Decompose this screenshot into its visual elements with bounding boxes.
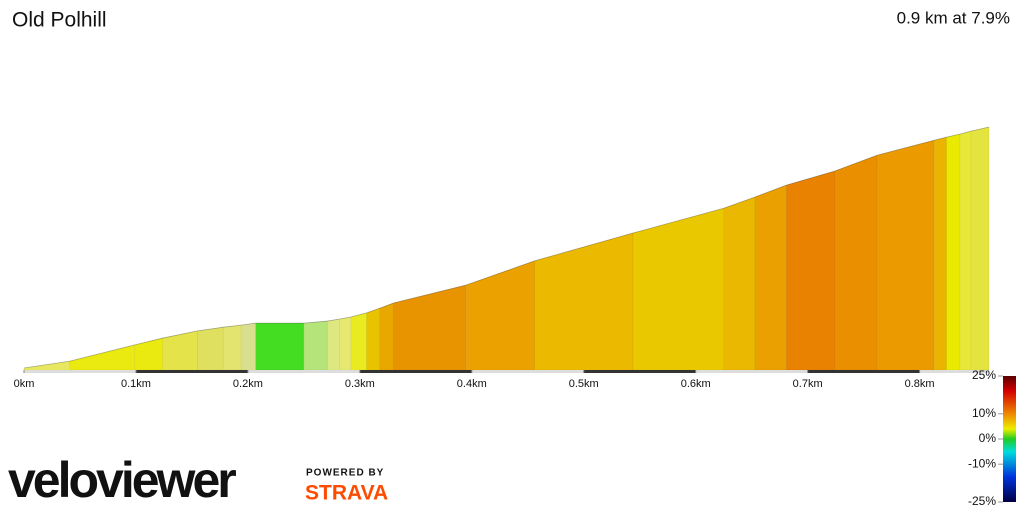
gradient-segment	[933, 136, 947, 371]
logo-velo: veloviewer	[8, 452, 236, 508]
gradient-segment	[723, 196, 756, 371]
gradient-segment	[339, 316, 352, 371]
x-axis-stripe	[359, 370, 472, 373]
x-tick-label: 0.5km	[569, 378, 599, 390]
gradient-segment	[632, 207, 724, 371]
gradient-segment	[379, 302, 394, 371]
gradient-segment	[876, 139, 935, 371]
x-tick-label: 0.8km	[905, 378, 935, 390]
gradient-segment	[834, 154, 878, 371]
gradient-segment	[197, 326, 224, 371]
x-axis-stripe	[583, 370, 696, 373]
x-tick-label: 0.1km	[121, 378, 151, 390]
gradient-segment	[959, 130, 972, 371]
gradient-segment	[240, 322, 257, 371]
gradient-scale-label: -10%	[968, 456, 996, 470]
profile-line	[23, 126, 990, 369]
x-tick-label: 0.7km	[793, 378, 823, 390]
x-axis-bar	[24, 370, 989, 373]
x-tick-label: 0.4km	[457, 378, 487, 390]
strava-logo: STRAVA	[305, 482, 388, 505]
x-tick-label: 0.6km	[681, 378, 711, 390]
gradient-segment	[134, 337, 164, 371]
gradient-segment	[754, 184, 787, 371]
gradient-segment	[534, 232, 634, 371]
gradient-scale-bar	[1003, 376, 1016, 502]
gradient-segment	[69, 344, 136, 371]
x-tick-label: 0km	[14, 378, 35, 390]
x-axis-stripe	[135, 370, 248, 373]
gradient-segment	[465, 260, 535, 371]
gradient-segment	[327, 318, 340, 371]
x-axis-stripe	[807, 370, 920, 373]
gradient-segment	[393, 284, 467, 371]
gradient-segment	[350, 312, 367, 371]
gradient-segment	[970, 126, 990, 371]
gradient-segment	[222, 324, 242, 371]
gradient-segment	[255, 322, 305, 371]
powered-by: POWERED BY	[306, 468, 384, 479]
x-tick-label: 0.2km	[233, 378, 263, 390]
summary: 0.9 km at 7.9%	[897, 8, 1010, 27]
gradient-scale-label: -25%	[968, 494, 996, 508]
x-tick-label: 0.3km	[345, 378, 375, 390]
gradient-segment	[786, 170, 835, 371]
gradient-scale-label: 10%	[972, 406, 996, 420]
gradient-segment	[946, 133, 961, 371]
chart-title: Old Polhill	[12, 9, 107, 32]
gradient-scale-label: 0%	[979, 431, 997, 445]
gradient-segment	[366, 307, 381, 371]
gradient-scale-label: 25%	[972, 368, 996, 382]
gradient-segment	[303, 320, 328, 371]
